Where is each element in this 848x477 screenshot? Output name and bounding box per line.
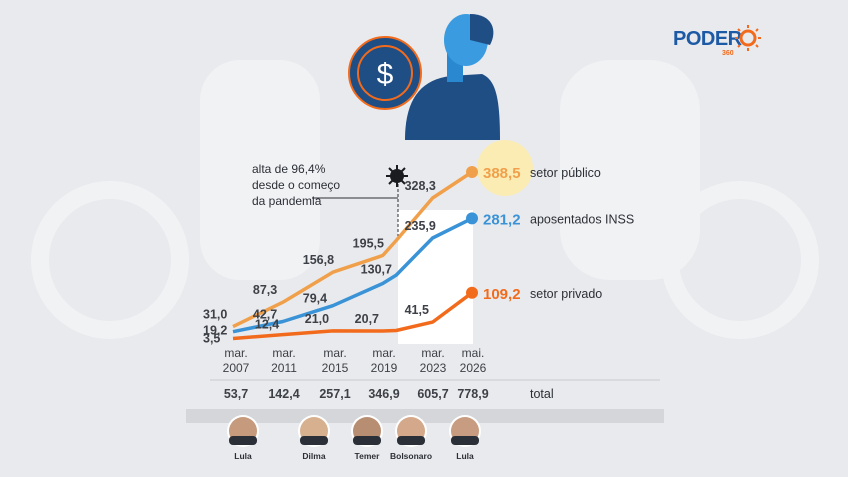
president-suit (300, 436, 328, 445)
total-value: 605,7 (417, 387, 448, 401)
data-label: 41,5 (405, 303, 429, 317)
data-label: 156,8 (303, 253, 334, 267)
svg-text:$: $ (377, 58, 394, 91)
poder360-logo: PODER 360 (673, 25, 761, 57)
data-label: 42,7 (253, 308, 277, 322)
totals-row: 53,7 142,4 257,1 346,9 605,7 778,9 total (224, 387, 554, 401)
data-label: 328,3 (405, 179, 436, 193)
president-name: Lula (234, 451, 252, 461)
highlight-glow (477, 140, 533, 196)
end-point-setor-privado (466, 286, 478, 299)
x-tick-label: mar. (372, 346, 395, 360)
total-value: 53,7 (224, 387, 248, 401)
president-suit (353, 436, 381, 445)
presidents-row: Lula Dilma Temer Bolsonaro Lula (227, 415, 481, 461)
data-label: 31,0 (203, 308, 227, 322)
total-label: total (530, 387, 554, 401)
x-tick-label: mar. (323, 346, 346, 360)
x-tick-label: mai. (462, 346, 485, 360)
x-tick-year: 2026 (460, 361, 487, 375)
annotation-line1: alta de 96,4% (252, 162, 326, 176)
data-label: 79,4 (303, 292, 327, 306)
series-line-setor-publico (232, 170, 473, 329)
x-tick-label: mar. (421, 346, 444, 360)
series-line-aposentados-inss (232, 216, 473, 334)
annotation-line2: desde o começo (252, 178, 340, 192)
data-label: 19,2 (203, 324, 227, 338)
person-icon (405, 14, 500, 140)
end-point-setor-publico (466, 166, 478, 178)
series-lines (232, 170, 474, 341)
end-value-label: 109,2 (483, 286, 521, 303)
x-tick-label: mar. (272, 346, 295, 360)
series-name-label: setor privado (530, 287, 602, 301)
data-label: 235,9 (405, 219, 436, 233)
series-name-label: aposentados INSS (530, 212, 634, 226)
president-name: Dilma (302, 451, 325, 461)
president-name: Bolsonaro (390, 451, 432, 461)
president-suit (397, 436, 425, 445)
background-watermark (31, 60, 819, 339)
x-tick-year: 2019 (371, 361, 398, 375)
president-suit (229, 436, 257, 445)
series-name-label: setor público (530, 166, 601, 180)
x-tick-year: 2015 (322, 361, 349, 375)
data-label: 3,5 (203, 331, 220, 345)
dollar-icon: $ (348, 36, 422, 110)
x-tick-year: 2011 (271, 361, 297, 375)
x-tick-year: 2007 (223, 361, 250, 375)
x-tick-year: 2023 (420, 361, 447, 375)
end-point-aposentados-inss (466, 212, 478, 225)
data-label: 12,4 (255, 318, 279, 332)
presidents-strip (186, 409, 664, 423)
annotation-line3: da pandemia (252, 194, 322, 208)
end-value-label: 388,5 (483, 165, 521, 182)
total-value: 257,1 (319, 387, 350, 401)
x-tick-label: mar. (224, 346, 247, 360)
virus-icon (386, 165, 408, 187)
data-label: 21,0 (305, 312, 329, 326)
president-suit (451, 436, 479, 445)
total-value: 346,9 (368, 387, 399, 401)
logo-text: PODER (673, 28, 743, 50)
total-value: 142,4 (268, 387, 299, 401)
data-label: 87,3 (253, 283, 277, 297)
data-label: 20,7 (355, 312, 379, 326)
end-value-label: 281,2 (483, 211, 521, 228)
data-marks: 31,0 87,3 156,8 195,5 328,3 388,5 setor públic… (203, 165, 634, 375)
logo-sub: 360 (722, 50, 734, 57)
president-name: Temer (355, 451, 381, 461)
data-label: 130,7 (361, 262, 392, 276)
total-value: 778,9 (457, 387, 488, 401)
series-line-setor-privado (232, 291, 474, 341)
data-label: 195,5 (353, 236, 384, 250)
president-name: Lula (456, 451, 474, 461)
pandemic-annotation: alta de 96,4% desde o começo da pandemia (252, 162, 408, 240)
